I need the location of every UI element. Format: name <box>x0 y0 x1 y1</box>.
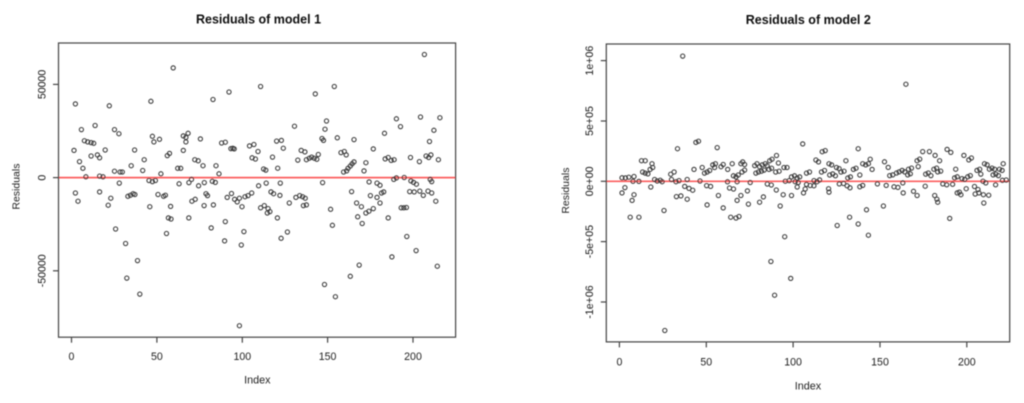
svg-text:0: 0 <box>69 351 75 363</box>
svg-text:0e+00: 0e+00 <box>584 166 596 196</box>
svg-text:Residuals of model 1: Residuals of model 1 <box>196 13 321 27</box>
svg-text:-5e+05: -5e+05 <box>584 225 596 258</box>
svg-text:100: 100 <box>233 351 251 363</box>
svg-text:200: 200 <box>958 356 976 368</box>
svg-text:200: 200 <box>404 351 422 363</box>
svg-text:150: 150 <box>319 351 337 363</box>
svg-text:0: 0 <box>36 175 48 181</box>
svg-text:50000: 50000 <box>36 70 48 100</box>
svg-text:Residuals: Residuals <box>11 164 23 210</box>
svg-text:50: 50 <box>700 356 712 368</box>
svg-text:5e+05: 5e+05 <box>584 106 596 136</box>
svg-text:-1e+06: -1e+06 <box>584 285 596 318</box>
svg-text:0: 0 <box>616 356 622 368</box>
svg-text:Index: Index <box>795 381 822 393</box>
svg-text:Index: Index <box>244 375 271 387</box>
svg-text:Residuals: Residuals <box>560 168 572 214</box>
svg-text:Residuals of model 2: Residuals of model 2 <box>746 13 871 27</box>
svg-text:-50000: -50000 <box>36 254 48 287</box>
svg-text:1e+06: 1e+06 <box>584 46 596 76</box>
svg-text:150: 150 <box>871 356 889 368</box>
svg-text:50: 50 <box>151 351 163 363</box>
svg-text:100: 100 <box>784 356 802 368</box>
